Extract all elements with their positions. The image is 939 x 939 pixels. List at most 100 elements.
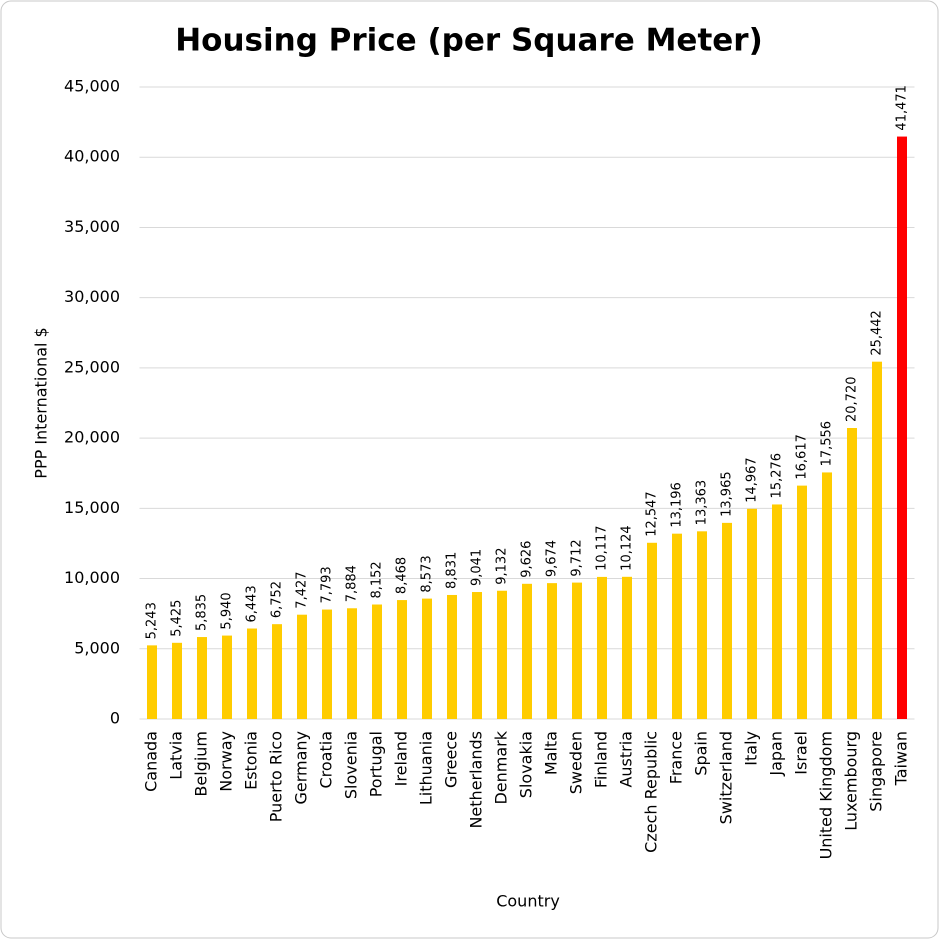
bar <box>797 485 807 719</box>
value-label: 12,547 <box>645 491 660 537</box>
value-label: 5,243 <box>145 602 160 639</box>
x-tick-label: Netherlands <box>467 731 486 829</box>
bar <box>872 361 882 719</box>
value-label: 5,425 <box>170 600 185 637</box>
x-tick-label: Switzerland <box>717 731 736 824</box>
bar <box>497 590 507 719</box>
bar <box>222 635 232 719</box>
value-label: 10,117 <box>595 525 610 571</box>
bar <box>422 598 432 719</box>
y-tick-label: 30,000 <box>64 287 120 306</box>
value-label: 9,626 <box>520 541 535 578</box>
value-label: 13,965 <box>720 471 735 517</box>
x-tick-label: Estonia <box>242 731 261 790</box>
x-tick-label: Austria <box>617 731 636 788</box>
value-label: 14,967 <box>745 457 760 503</box>
value-label: 10,124 <box>620 525 635 571</box>
value-label: 6,752 <box>270 581 285 618</box>
y-tick-label: 20,000 <box>64 428 120 447</box>
x-tick-label: Portugal <box>367 731 386 797</box>
value-label: 13,363 <box>695 480 710 526</box>
x-tick-label: Israel <box>792 731 811 775</box>
x-tick-label: Singapore <box>867 731 886 812</box>
bar <box>772 504 782 719</box>
bar <box>272 624 282 719</box>
bar <box>622 576 632 719</box>
value-label: 9,132 <box>495 548 510 585</box>
y-tick-label: 40,000 <box>64 147 120 166</box>
bar <box>522 583 532 719</box>
value-label: 8,152 <box>370 561 385 598</box>
bar <box>697 531 707 719</box>
value-label: 8,468 <box>395 557 410 594</box>
value-label: 16,617 <box>795 434 810 480</box>
x-tick-label: Latvia <box>167 731 186 780</box>
x-tick-label: Denmark <box>492 730 511 804</box>
bar <box>247 628 257 719</box>
value-label: 17,556 <box>820 421 835 467</box>
x-tick-label: Greece <box>442 731 461 788</box>
x-tick-label: Japan <box>767 731 786 777</box>
y-tick-label: 25,000 <box>64 357 120 376</box>
bar <box>297 614 307 719</box>
x-tick-label: Finland <box>592 731 611 788</box>
bar <box>897 136 907 719</box>
x-tick-label: Croatia <box>317 731 336 789</box>
bar <box>647 542 657 719</box>
x-tick-label: Spain <box>692 731 711 776</box>
x-tick-label: Italy <box>742 731 761 766</box>
x-tick-label: Lithuania <box>417 731 436 805</box>
x-tick-label: Sweden <box>567 731 586 794</box>
x-tick-label: Ireland <box>392 731 411 786</box>
x-tick-label: Slovakia <box>517 731 536 798</box>
value-label: 8,573 <box>420 555 435 592</box>
bar <box>847 427 857 719</box>
bar <box>597 576 607 719</box>
value-label: 5,940 <box>220 592 235 629</box>
y-tick-label: 45,000 <box>64 77 120 96</box>
value-label: 20,720 <box>845 376 860 422</box>
bar <box>447 594 457 719</box>
bar <box>372 604 382 719</box>
bar <box>197 637 207 719</box>
y-tick-label: 35,000 <box>64 217 120 236</box>
value-label: 7,427 <box>295 571 310 608</box>
x-tick-label: Canada <box>142 731 161 792</box>
y-axis-label: PPP International $ <box>32 327 51 478</box>
value-label: 9,712 <box>570 539 585 576</box>
value-label: 8,831 <box>445 552 460 589</box>
bar <box>722 522 732 719</box>
bar <box>322 609 332 719</box>
bar <box>672 533 682 719</box>
x-tick-label: Germany <box>292 731 311 805</box>
chart-title: Housing Price (per Square Meter) <box>175 23 763 59</box>
x-tick-label: Norway <box>217 731 236 792</box>
x-axis-label: Country <box>496 892 560 911</box>
bar <box>172 642 182 719</box>
value-label: 9,674 <box>545 540 560 577</box>
x-tick-label: Puerto Rico <box>267 731 286 822</box>
value-label: 15,276 <box>770 453 785 499</box>
bar <box>572 582 582 719</box>
x-tick-label: Luxembourg <box>842 731 861 831</box>
value-label: 25,442 <box>870 310 885 356</box>
x-tick-label: Belgium <box>192 731 211 797</box>
bar <box>822 472 832 719</box>
y-tick-label: 0 <box>110 709 120 728</box>
value-label: 5,835 <box>195 594 210 631</box>
y-tick-label: 15,000 <box>64 498 120 517</box>
value-label: 7,793 <box>320 566 335 603</box>
value-label: 7,884 <box>345 565 360 602</box>
bar <box>747 508 757 719</box>
bar <box>347 608 357 719</box>
y-tick-label: 10,000 <box>64 568 120 587</box>
value-label: 6,443 <box>245 585 260 622</box>
x-tick-label: United Kingdom <box>817 731 836 859</box>
x-tick-label: Czech Republic <box>642 731 661 853</box>
bar <box>397 600 407 719</box>
y-tick-label: 5,000 <box>74 638 120 657</box>
value-label: 9,041 <box>470 549 485 586</box>
value-label: 41,471 <box>895 85 910 131</box>
x-tick-label: Malta <box>542 731 561 775</box>
